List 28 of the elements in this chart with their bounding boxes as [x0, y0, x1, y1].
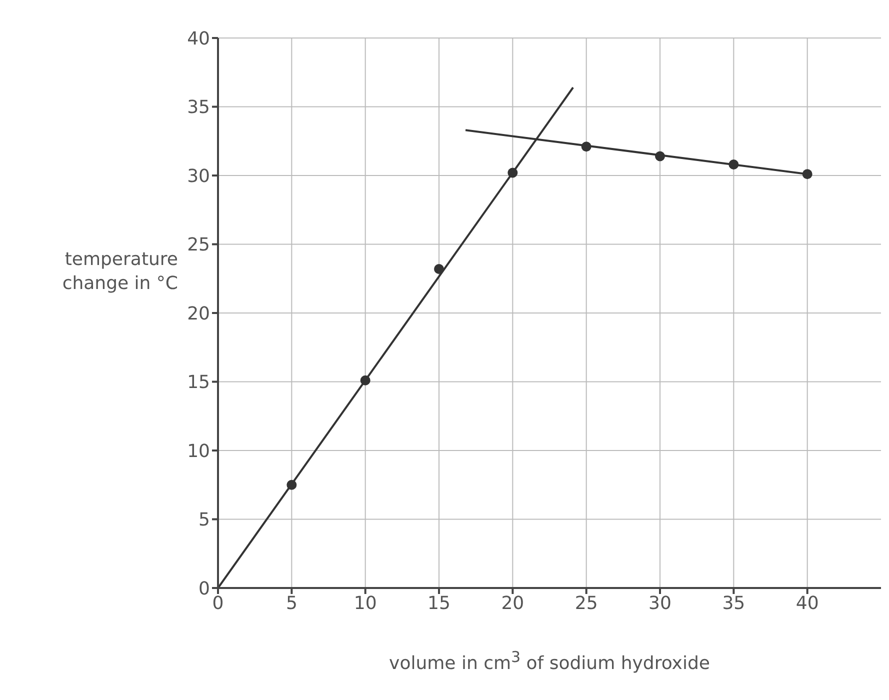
- y-tick-label: 35: [187, 97, 210, 118]
- y-tick-label: 15: [187, 372, 210, 394]
- x-tick-label: 20: [501, 592, 524, 614]
- y-tick-label: 5: [198, 510, 210, 531]
- x-tick-label: 25: [574, 592, 598, 614]
- y-axis-title: temperature change in °C: [61, 248, 178, 296]
- y-tick-label: 20: [187, 303, 210, 324]
- y-tick-label: 25: [187, 234, 210, 256]
- point: [508, 168, 518, 178]
- y-tick-label: 40: [187, 28, 210, 50]
- point: [286, 480, 297, 490]
- point: [728, 160, 739, 170]
- x-tick-label: 10: [354, 592, 377, 614]
- x-tick-label: 0: [212, 592, 224, 614]
- point: [434, 264, 444, 274]
- point: [802, 169, 812, 180]
- point: [655, 151, 665, 162]
- point: [360, 375, 370, 386]
- x-axis-title: volume in cm$^{3}$ of sodium hydroxide: [388, 648, 711, 674]
- y-tick-label: 10: [187, 440, 210, 462]
- x-tick-label: 30: [648, 592, 672, 614]
- x-tick-label: 15: [428, 592, 450, 614]
- point: [581, 142, 592, 152]
- x-tick-label: 5: [286, 592, 298, 614]
- y-tick-label: 30: [187, 166, 210, 187]
- y-tick-label: 0: [198, 578, 210, 600]
- x-tick-label: 35: [722, 592, 746, 614]
- x-tick-label: 40: [796, 592, 819, 614]
